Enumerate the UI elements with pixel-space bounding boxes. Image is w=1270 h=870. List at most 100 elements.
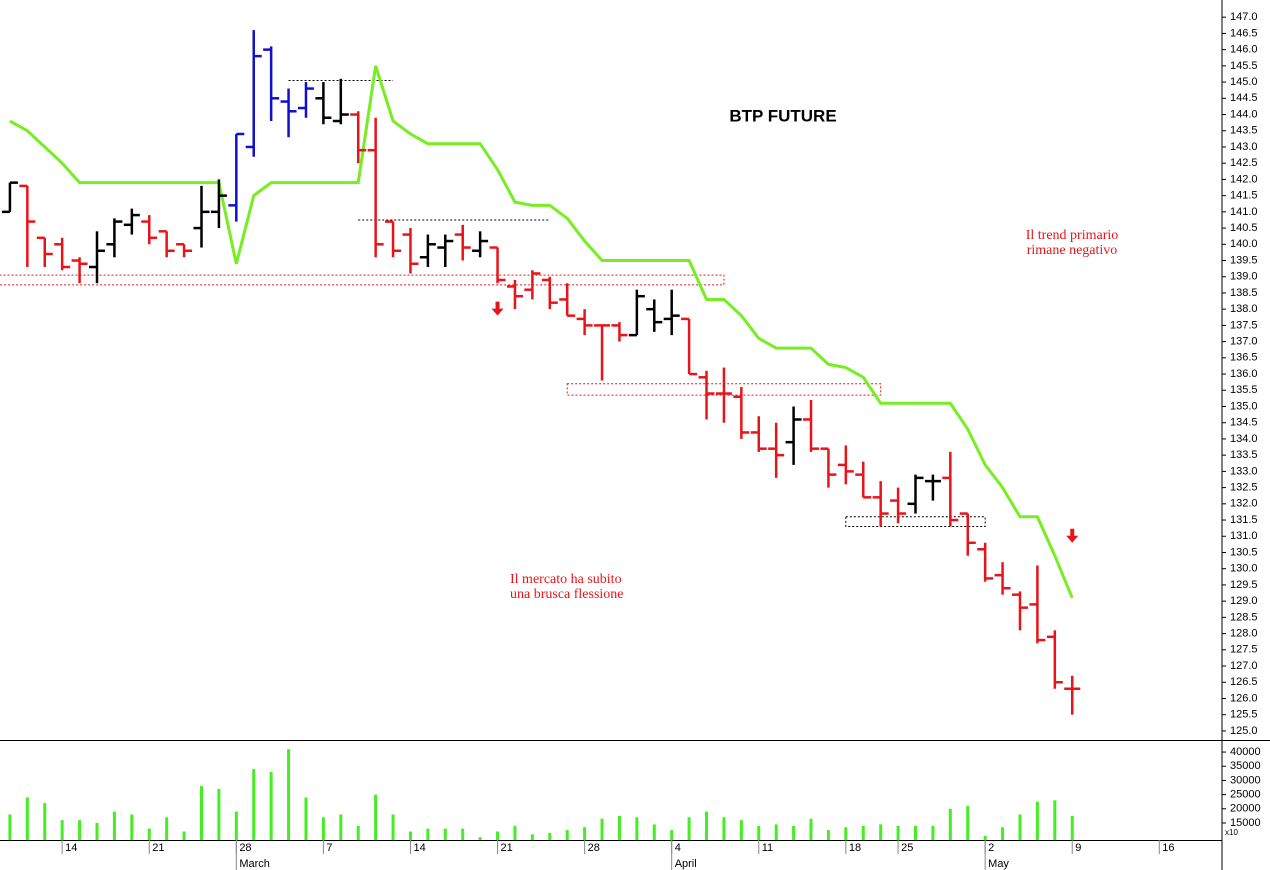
volume-tick-label: 25000 xyxy=(1230,789,1261,801)
y-tick-label: 140.0 xyxy=(1230,238,1258,250)
y-tick-label: 140.5 xyxy=(1230,222,1258,234)
y-tick-label: 146.0 xyxy=(1230,44,1258,56)
volume-bar xyxy=(408,831,412,840)
y-tick-label: 144.5 xyxy=(1230,92,1258,104)
volume-bar xyxy=(304,797,308,840)
y-tick-label: 130.5 xyxy=(1230,546,1258,558)
annotation: una brusca flessione xyxy=(510,587,624,602)
volume-bar xyxy=(287,749,291,840)
volume-bar xyxy=(617,815,621,840)
volume-bar xyxy=(1070,815,1074,840)
volume-bar xyxy=(966,805,970,840)
volume-bar xyxy=(809,818,813,840)
volume-bar xyxy=(879,824,883,840)
x-tick-label: 16 xyxy=(1162,842,1174,854)
x-tick-label: 28 xyxy=(239,842,251,854)
annotation: Il mercato ha subito xyxy=(510,572,622,587)
volume-bar xyxy=(374,794,378,840)
level-box xyxy=(845,516,986,528)
x-tick-label: 4 xyxy=(675,842,681,854)
y-tick-label: 130.0 xyxy=(1230,563,1258,575)
x-tick-label: 25 xyxy=(901,842,913,854)
y-tick-label: 132.5 xyxy=(1230,482,1258,494)
volume-bar xyxy=(670,830,674,840)
trend-line xyxy=(9,65,1074,599)
volume-bar xyxy=(826,830,830,840)
volume-bar xyxy=(496,831,500,840)
x-tick-label: 21 xyxy=(152,842,164,854)
volume-bar xyxy=(78,820,82,840)
y-tick-label: 137.5 xyxy=(1230,319,1258,331)
y-tick-label: 132.0 xyxy=(1230,498,1258,510)
annotation: Il trend primario xyxy=(1026,228,1119,243)
volume-bar xyxy=(913,825,917,840)
y-tick-label: 134.5 xyxy=(1230,417,1258,429)
volume-bar xyxy=(478,837,482,840)
volume-bar xyxy=(983,835,987,840)
y-tick-label: 138.0 xyxy=(1230,303,1258,315)
y-tick-label: 128.5 xyxy=(1230,611,1258,623)
month-label: March xyxy=(239,858,270,870)
volume-bar xyxy=(1018,814,1022,840)
volume-bar xyxy=(199,786,203,840)
volume-bar xyxy=(583,827,587,840)
volume-multiplier: x10 xyxy=(1225,828,1238,837)
volume-bar xyxy=(391,814,395,840)
volume-bar xyxy=(896,825,900,840)
y-tick-label: 139.5 xyxy=(1230,254,1258,266)
y-tick-label: 131.5 xyxy=(1230,514,1258,526)
volume-bar xyxy=(774,824,778,840)
chart-title: BTP FUTURE xyxy=(729,106,836,125)
volume-bar xyxy=(217,788,221,840)
volume-bar xyxy=(147,828,151,840)
volume-tick-label: 35000 xyxy=(1230,760,1261,772)
volume-bar xyxy=(60,820,64,840)
volume-tick-label: 30000 xyxy=(1230,774,1261,786)
y-tick-label: 135.5 xyxy=(1230,384,1258,396)
level-box xyxy=(0,274,725,286)
x-tick-label: 2 xyxy=(988,842,994,854)
y-tick-label: 134.0 xyxy=(1230,433,1258,445)
volume-bar xyxy=(739,820,743,840)
volume-bar xyxy=(600,818,604,840)
volume-bar xyxy=(426,828,430,840)
volume-bar xyxy=(687,817,691,840)
y-tick-label: 143.5 xyxy=(1230,125,1258,137)
volume-bar xyxy=(130,814,134,840)
y-tick-label: 141.0 xyxy=(1230,206,1258,218)
y-tick-label: 146.5 xyxy=(1230,27,1258,39)
volume-bar xyxy=(705,811,709,840)
y-tick-label: 133.5 xyxy=(1230,449,1258,461)
x-tick-label: 14 xyxy=(65,842,77,854)
y-tick-label: 142.5 xyxy=(1230,157,1258,169)
volume-bar xyxy=(861,825,865,840)
month-label: April xyxy=(675,858,697,870)
volume-bar xyxy=(461,828,465,840)
y-tick-label: 126.0 xyxy=(1230,692,1258,704)
volume-bar xyxy=(513,825,517,840)
y-tick-label: 133.0 xyxy=(1230,465,1258,477)
y-tick-label: 137.0 xyxy=(1230,336,1258,348)
volume-tick-label: 15000 xyxy=(1230,817,1261,829)
annotation: rimane negativo xyxy=(1027,243,1118,258)
y-tick-label: 127.5 xyxy=(1230,644,1258,656)
x-tick-label: 7 xyxy=(326,842,332,854)
y-tick-label: 129.5 xyxy=(1230,579,1258,591)
y-tick-label: 144.0 xyxy=(1230,108,1258,120)
signal-arrow xyxy=(1066,528,1079,543)
y-tick-label: 145.5 xyxy=(1230,60,1258,72)
y-tick-label: 135.0 xyxy=(1230,400,1258,412)
volume-bar xyxy=(234,811,238,840)
y-tick-label: 142.0 xyxy=(1230,173,1258,185)
volume-bar xyxy=(722,817,726,840)
volume-bar xyxy=(792,825,796,840)
y-tick-label: 126.5 xyxy=(1230,676,1258,688)
y-tick-label: 129.0 xyxy=(1230,595,1258,607)
volume-bar xyxy=(548,832,552,840)
x-tick-label: 21 xyxy=(501,842,513,854)
y-tick-label: 139.0 xyxy=(1230,271,1258,283)
volume-bar xyxy=(43,803,47,840)
x-tick-label: 18 xyxy=(849,842,861,854)
volume-bar xyxy=(931,825,935,840)
